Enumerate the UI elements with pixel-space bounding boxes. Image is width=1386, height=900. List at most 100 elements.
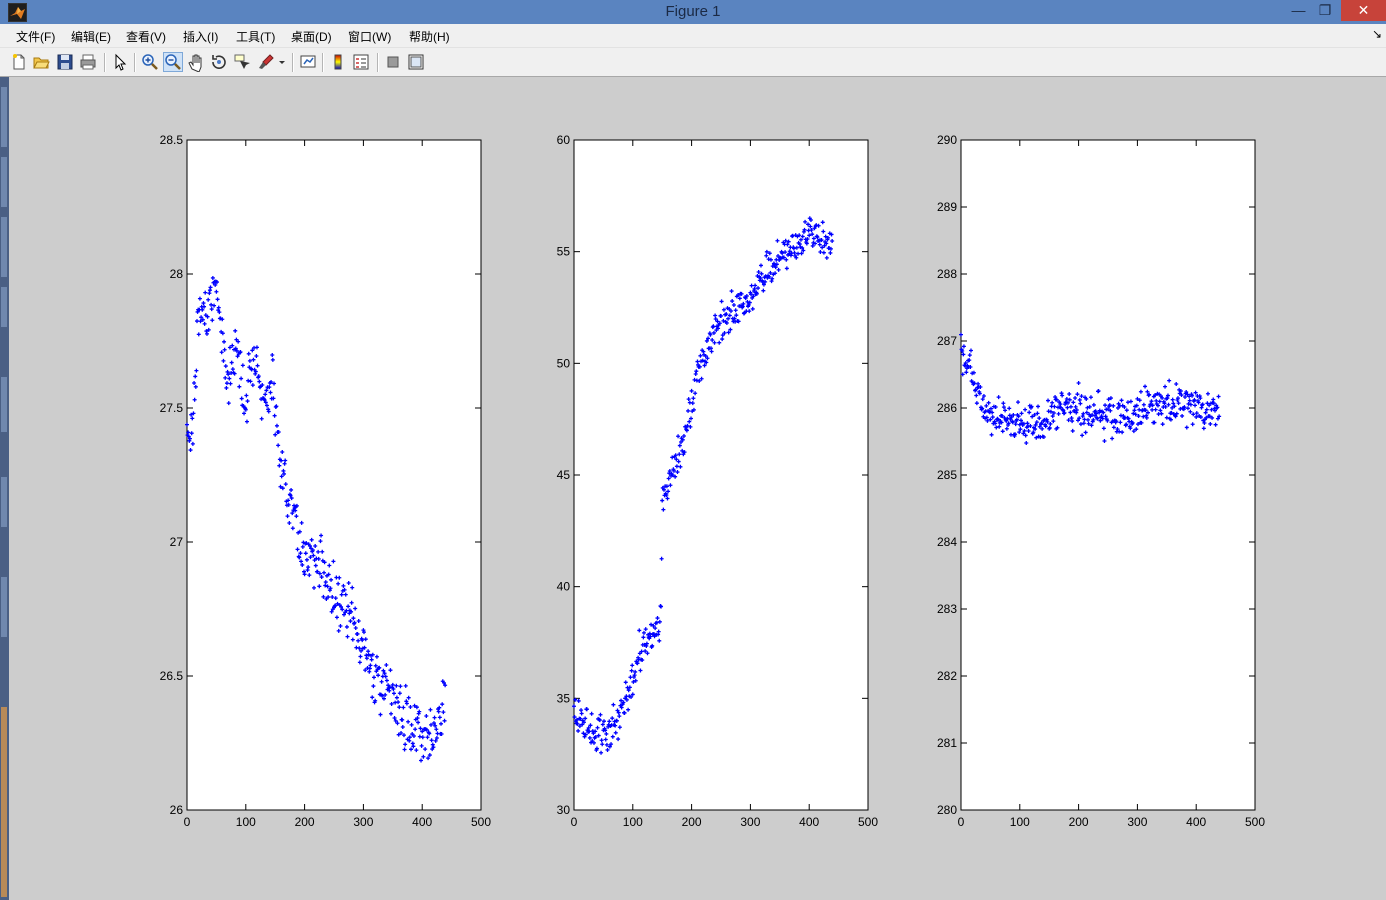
data-point (818, 250, 823, 255)
data-point (1058, 402, 1063, 407)
data-point (624, 697, 629, 702)
x-tick-label: 0 (184, 815, 191, 829)
data-point (1055, 425, 1060, 430)
data-point (1213, 408, 1218, 413)
data-point (719, 314, 723, 319)
data-point (733, 308, 738, 313)
data-point (763, 279, 768, 284)
data-point (747, 309, 752, 314)
data-point (617, 714, 622, 719)
data-point (262, 397, 267, 402)
data-point (629, 668, 634, 673)
data-point (776, 267, 781, 272)
data-point (429, 738, 434, 743)
data-point (1034, 420, 1039, 425)
data-cursor-icon[interactable] (232, 52, 252, 72)
brush-icon[interactable] (256, 52, 276, 72)
data-point (196, 332, 201, 337)
data-point (221, 358, 226, 363)
data-point (309, 537, 314, 542)
subplot-2[interactable]: 0 100 200 300 400 500 30 35 40 45 50 55 60 (557, 133, 879, 829)
data-point (190, 441, 195, 446)
data-point (441, 680, 446, 685)
data-point (595, 725, 600, 730)
pan-hand-icon[interactable] (186, 52, 206, 72)
data-point (226, 372, 231, 377)
brush-dropdown-icon[interactable] (276, 52, 288, 72)
save-icon[interactable] (55, 52, 75, 72)
data-point (295, 547, 300, 552)
show-plot-tools-icon[interactable] (406, 52, 426, 72)
menu-desktop[interactable]: 桌面(D) (291, 30, 332, 44)
data-point (603, 737, 608, 742)
data-point (681, 434, 686, 439)
data-point (655, 616, 660, 621)
menu-tools[interactable]: 工具(T) (236, 30, 276, 44)
menu-edit[interactable]: 编辑(E) (71, 30, 111, 44)
y-tick-label: 55 (557, 245, 571, 259)
data-point (287, 520, 292, 525)
subplot-3[interactable]: 0 100 200 300 400 500 280 281 282 283 284 285 286 287… (937, 133, 1265, 829)
colorbar-icon[interactable] (328, 52, 348, 72)
data-point (705, 356, 710, 361)
menu-help[interactable]: 帮助(H) (409, 30, 450, 44)
maximize-button[interactable]: ❐ (1318, 2, 1332, 18)
hide-plot-tools-icon[interactable] (383, 52, 403, 72)
x-tick-label: 200 (682, 815, 702, 829)
menu-insert[interactable]: 插入(I) (183, 30, 219, 44)
toolbar (0, 48, 1386, 77)
subplot-1[interactable]: 0 100 200 300 400 500 26 26.5 27 27.5 28 28.5 (160, 133, 492, 829)
data-point (331, 559, 336, 564)
data-point (653, 626, 658, 631)
data-point (215, 297, 220, 302)
data-point (659, 604, 664, 609)
data-point (773, 271, 778, 276)
legend-icon[interactable] (351, 52, 371, 72)
x-tick-label: 100 (236, 815, 256, 829)
data-point (666, 489, 671, 494)
data-point (594, 746, 599, 751)
y-tick-label: 28.5 (160, 133, 184, 147)
dock-arrow-icon[interactable]: ↘ (1372, 27, 1383, 41)
data-point (613, 730, 618, 735)
new-figure-icon[interactable] (9, 52, 29, 72)
data-point (396, 700, 401, 705)
data-point (371, 675, 376, 680)
zoom-in-icon[interactable] (140, 52, 160, 72)
data-point (614, 718, 619, 723)
data-point (1043, 424, 1048, 429)
data-point (273, 432, 278, 437)
minimize-button[interactable]: — (1291, 2, 1306, 18)
data-point (357, 646, 362, 651)
data-point (350, 585, 355, 590)
data-point (1168, 417, 1173, 422)
data-point (316, 556, 321, 561)
data-point (616, 737, 621, 742)
data-point (319, 575, 324, 580)
rotate-3d-icon[interactable] (209, 52, 229, 72)
data-point (824, 255, 829, 260)
data-point (222, 339, 227, 344)
close-button[interactable]: ✕ (1341, 0, 1386, 21)
data-point (266, 409, 271, 414)
data-point (369, 657, 374, 662)
data-point (802, 227, 807, 232)
open-file-icon[interactable] (31, 52, 51, 72)
data-point (348, 619, 353, 624)
edit-plot-arrow-icon[interactable] (110, 52, 130, 72)
link-plot-icon[interactable] (298, 52, 318, 72)
data-point (1017, 430, 1022, 435)
data-point (754, 291, 759, 296)
zoom-out-icon[interactable] (163, 52, 183, 72)
data-point (377, 665, 382, 670)
data-point (220, 331, 225, 336)
data-point (1124, 408, 1129, 413)
data-point (1048, 421, 1053, 426)
print-icon[interactable] (78, 52, 98, 72)
menu-view[interactable]: 查看(V) (126, 30, 166, 44)
menu-window[interactable]: 窗口(W) (348, 30, 392, 44)
data-point (437, 715, 442, 720)
data-point (1171, 401, 1176, 406)
menu-file[interactable]: 文件(F) (16, 30, 56, 44)
data-point (990, 410, 995, 415)
